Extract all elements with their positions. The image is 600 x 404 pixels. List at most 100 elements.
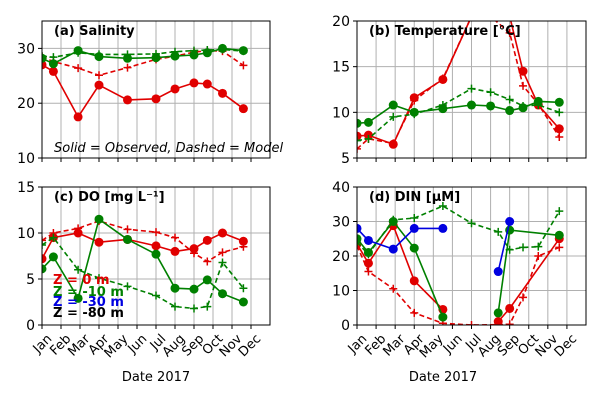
- model-point: [486, 88, 495, 97]
- model-point: [203, 302, 212, 311]
- model-point: [364, 267, 373, 276]
- model-point: [494, 227, 503, 236]
- model-series-line: [357, 245, 560, 325]
- model-point: [190, 304, 198, 313]
- y-tick-label: 10: [332, 105, 350, 121]
- model-point: [152, 291, 160, 300]
- model-point: [171, 302, 179, 311]
- y-tick-label: 5: [26, 272, 35, 288]
- model-point: [49, 233, 58, 242]
- observed-point: [218, 289, 227, 299]
- y-tick-label: 20: [17, 96, 35, 112]
- model-point: [74, 265, 83, 274]
- legend-entry-10m: Z = -10 m: [53, 285, 124, 300]
- observed-point: [409, 223, 419, 233]
- y-tick-label: 10: [17, 226, 35, 242]
- model-point: [389, 215, 398, 224]
- observed-point: [218, 228, 227, 238]
- panel-title: (d) DIN [μM]: [369, 190, 460, 205]
- observed-point: [94, 80, 104, 90]
- observed-point: [518, 66, 528, 76]
- observed-point: [42, 254, 47, 264]
- observed-point: [238, 104, 248, 114]
- observed-point: [493, 267, 503, 277]
- observed-point: [218, 88, 227, 98]
- panel-title: (b) Temperature [°C]: [369, 24, 521, 39]
- model-series-line: [42, 220, 244, 263]
- model-point: [239, 284, 248, 293]
- observed-point: [409, 243, 419, 253]
- observed-point: [73, 228, 83, 238]
- y-tick-label: 15: [17, 180, 35, 196]
- model-point: [467, 321, 476, 325]
- model-point: [171, 47, 179, 56]
- observed-point: [438, 312, 448, 322]
- model-point: [218, 45, 227, 54]
- observed-point: [238, 236, 248, 246]
- model-point: [357, 238, 361, 247]
- series-group: [42, 214, 248, 313]
- observed-point: [554, 230, 564, 240]
- observed-point: [94, 214, 104, 224]
- model-point: [123, 50, 132, 59]
- observed-point: [409, 276, 419, 286]
- observed-point: [189, 284, 199, 294]
- observed-point: [363, 258, 373, 268]
- observed-point: [363, 117, 373, 127]
- observed-point: [363, 235, 373, 245]
- x-tick-label: Jun: [440, 332, 466, 358]
- model-point: [519, 101, 528, 110]
- observed-point: [357, 234, 362, 244]
- observed-point: [151, 249, 161, 259]
- x-axis-label-left: Date 2017: [122, 370, 190, 385]
- model-series-line: [357, 21, 560, 150]
- x-tick-label: Jun: [125, 332, 151, 358]
- x-axis-label-right: Date 2017: [409, 370, 477, 385]
- model-point: [438, 201, 447, 210]
- observed-point: [123, 234, 132, 244]
- y-tick-label: 10: [332, 284, 350, 300]
- y-tick-label: 30: [332, 215, 350, 231]
- model-point: [190, 249, 198, 258]
- observed-point: [202, 79, 212, 89]
- model-point: [364, 134, 373, 143]
- series-group: [357, 201, 564, 325]
- model-point: [389, 139, 398, 148]
- y-tick-label: 0: [26, 318, 35, 334]
- model-point: [203, 46, 212, 55]
- observed-point: [73, 112, 83, 122]
- y-tick-label: 5: [341, 151, 350, 167]
- observed-point: [48, 252, 58, 262]
- model-point: [505, 28, 514, 37]
- observed-point: [123, 95, 132, 105]
- y-tick-label: 0: [341, 318, 350, 334]
- model-point: [519, 243, 528, 252]
- observed-point: [554, 124, 564, 134]
- observed-point: [73, 293, 83, 303]
- model-point: [74, 224, 83, 233]
- observed-point: [94, 237, 104, 247]
- observed-point: [170, 84, 180, 94]
- legend-entry-0m: Z = 0 m: [53, 273, 110, 288]
- model-point: [505, 245, 514, 254]
- model-point: [49, 53, 58, 62]
- model-point: [468, 12, 476, 20]
- observed-point: [151, 241, 161, 251]
- model-point: [410, 110, 419, 119]
- model-observed-note: Solid = Observed, Dashed = Model: [54, 141, 283, 156]
- model-point: [555, 243, 564, 252]
- model-point: [410, 214, 419, 223]
- panel-salinity: 10 20 30 (a) Salinity: [17, 20, 271, 167]
- model-point: [555, 108, 564, 117]
- series-group: [357, 12, 564, 153]
- axes-frame: [356, 186, 587, 326]
- panel-temperature: 5 10 15 20 (b) Temperature [°C]: [332, 12, 587, 167]
- observed-series-line: [497, 221, 511, 272]
- model-point: [389, 284, 398, 293]
- observed-point: [505, 12, 514, 21]
- model-point: [389, 112, 398, 121]
- observed-point: [493, 308, 503, 318]
- model-point: [152, 228, 160, 237]
